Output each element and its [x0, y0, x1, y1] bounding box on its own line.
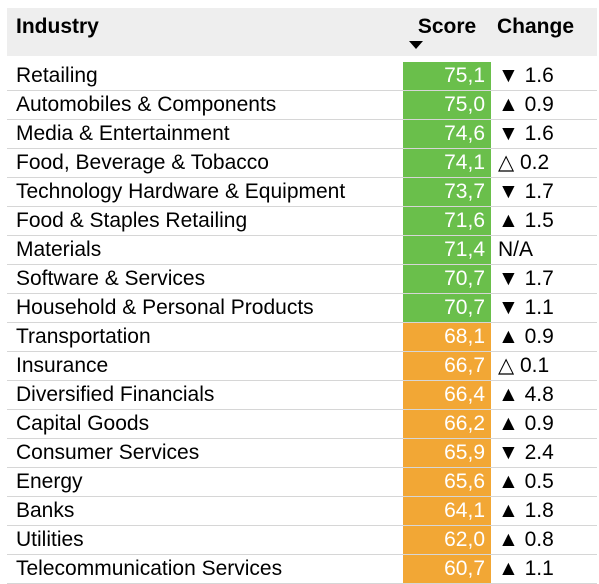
table-body: Retailing 75,1 ▼ 1.6 Automobiles & Componen…	[7, 56, 597, 584]
score-value: 66,7	[403, 351, 491, 381]
score-value: 75,0	[403, 90, 491, 120]
table-row: Diversified Financials 66,4 ▲ 4.8	[7, 380, 597, 410]
change-value: ▼ 1.6	[491, 62, 597, 91]
change-value: ▲ 0.8	[491, 525, 597, 555]
change-value: ▼ 1.7	[491, 177, 597, 207]
change-value: N/A	[491, 235, 597, 265]
column-header-change-label: Change	[497, 15, 575, 38]
industry-name: Transportation	[7, 322, 403, 352]
column-header-score-label: Score	[417, 15, 477, 38]
industry-name: Food, Beverage & Tobacco	[7, 148, 403, 178]
table-row: Telecommunication Services 60,7 ▲ 1.1	[7, 554, 597, 584]
score-value: 71,4	[403, 235, 491, 265]
change-value: ▼ 1.6	[491, 119, 597, 149]
sort-descending-icon	[409, 41, 423, 49]
industry-name: Retailing	[7, 62, 403, 91]
table-row: Automobiles & Components 75,0 ▲ 0.9	[7, 90, 597, 120]
table-row: Software & Services 70,7 ▼ 1.7	[7, 264, 597, 294]
change-value: ▼ 1.1	[491, 293, 597, 323]
header-row: Industry Score Change	[7, 8, 597, 56]
table-row: Utilities 62,0 ▲ 0.8	[7, 525, 597, 555]
industry-score-table-container: Industry Score Change Retailing 75,1 ▼ 1.6…	[7, 8, 597, 584]
change-value: ▲ 1.5	[491, 206, 597, 236]
change-value: ▲ 0.9	[491, 322, 597, 352]
score-value: 71,6	[403, 206, 491, 236]
change-value: ▲ 4.8	[491, 380, 597, 410]
score-value: 75,1	[403, 62, 491, 91]
industry-name: Utilities	[7, 525, 403, 555]
score-value: 60,7	[403, 554, 491, 584]
industry-name: Media & Entertainment	[7, 119, 403, 149]
table-row: Technology Hardware & Equipment 73,7 ▼ 1.7	[7, 177, 597, 207]
score-value: 74,1	[403, 148, 491, 178]
table-row: Energy 65,6 ▲ 0.5	[7, 467, 597, 497]
change-value: ▼ 2.4	[491, 438, 597, 468]
table-row: Household & Personal Products 70,7 ▼ 1.1	[7, 293, 597, 323]
industry-name: Consumer Services	[7, 438, 403, 468]
table-row: Capital Goods 66,2 ▲ 0.9	[7, 409, 597, 439]
table-row: Food, Beverage & Tobacco 74,1 △ 0.2	[7, 148, 597, 178]
table-row: Consumer Services 65,9 ▼ 2.4	[7, 438, 597, 468]
change-value: ▲ 1.1	[491, 554, 597, 584]
industry-name: Capital Goods	[7, 409, 403, 439]
change-value: ▲ 0.9	[491, 90, 597, 120]
industry-name: Diversified Financials	[7, 380, 403, 410]
score-value: 66,4	[403, 380, 491, 410]
table-row: Materials 71,4 N/A	[7, 235, 597, 265]
table-row: Transportation 68,1 ▲ 0.9	[7, 322, 597, 352]
table-row: Retailing 75,1 ▼ 1.6	[7, 62, 597, 91]
industry-name: Household & Personal Products	[7, 293, 403, 323]
score-value: 74,6	[403, 119, 491, 149]
industry-name: Food & Staples Retailing	[7, 206, 403, 236]
change-value: △ 0.1	[491, 351, 597, 381]
industry-name: Software & Services	[7, 264, 403, 294]
column-header-score[interactable]: Score	[403, 8, 491, 56]
table-row: Media & Entertainment 74,6 ▼ 1.6	[7, 119, 597, 149]
column-header-industry-label: Industry	[16, 15, 99, 38]
industry-name: Telecommunication Services	[7, 554, 403, 584]
score-value: 62,0	[403, 525, 491, 555]
industry-name: Insurance	[7, 351, 403, 381]
score-value: 64,1	[403, 496, 491, 526]
industry-name: Automobiles & Components	[7, 90, 403, 120]
change-value: △ 0.2	[491, 148, 597, 178]
table-row: Insurance 66,7 △ 0.1	[7, 351, 597, 381]
industry-name: Technology Hardware & Equipment	[7, 177, 403, 207]
score-value: 73,7	[403, 177, 491, 207]
score-value: 66,2	[403, 409, 491, 439]
change-value: ▲ 0.5	[491, 467, 597, 497]
change-value: ▲ 0.9	[491, 409, 597, 439]
industry-name: Banks	[7, 496, 403, 526]
score-value: 70,7	[403, 293, 491, 323]
industry-name: Materials	[7, 235, 403, 265]
industry-score-table: Industry Score Change Retailing 75,1 ▼ 1.6…	[7, 8, 597, 584]
score-value: 65,9	[403, 438, 491, 468]
score-value: 65,6	[403, 467, 491, 497]
column-header-industry[interactable]: Industry	[7, 8, 403, 56]
change-value: ▲ 1.8	[491, 496, 597, 526]
industry-name: Energy	[7, 467, 403, 497]
score-value: 68,1	[403, 322, 491, 352]
column-header-change[interactable]: Change	[491, 8, 597, 56]
table-row: Food & Staples Retailing 71,6 ▲ 1.5	[7, 206, 597, 236]
change-value: ▼ 1.7	[491, 264, 597, 294]
score-value: 70,7	[403, 264, 491, 294]
table-row: Banks 64,1 ▲ 1.8	[7, 496, 597, 526]
